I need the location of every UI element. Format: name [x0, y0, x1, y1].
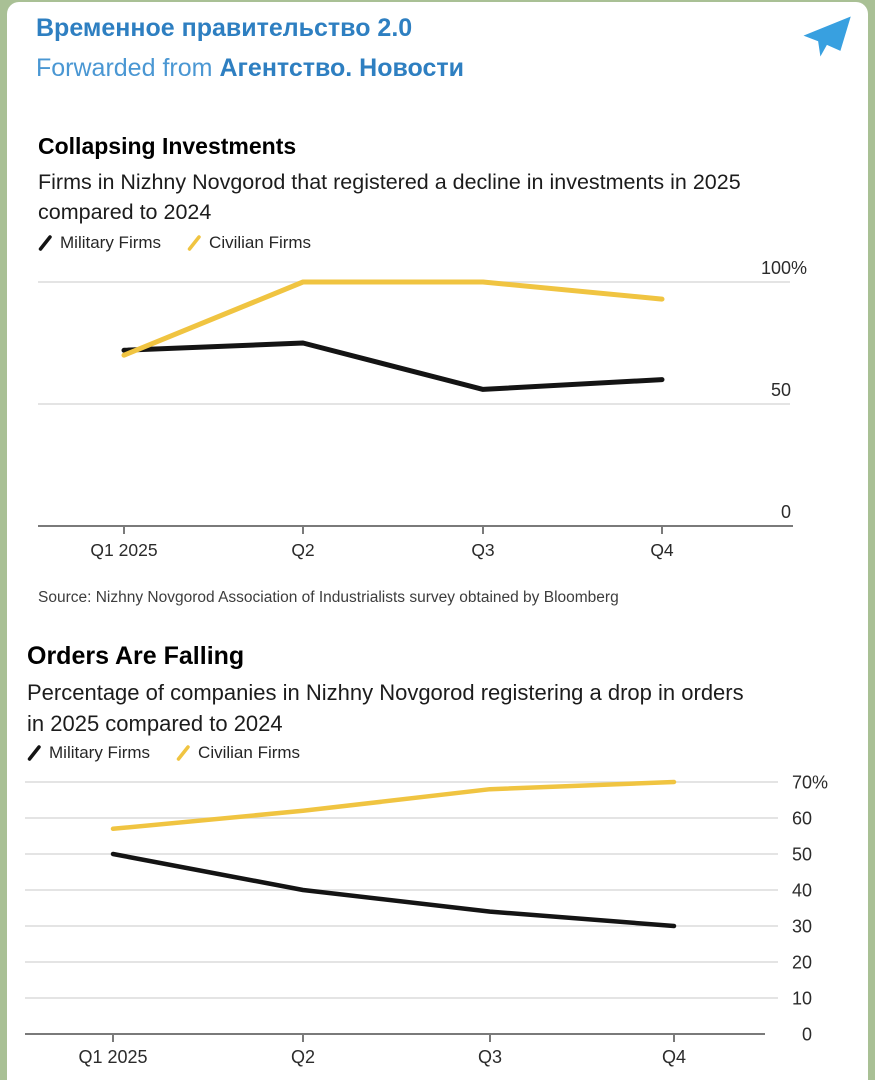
x-label-q1-2025: Q1 2025	[78, 1047, 147, 1067]
y-label-percent-sign: %	[791, 258, 807, 278]
x-label-q3: Q3	[471, 540, 494, 560]
y-label-50: 50	[792, 845, 812, 865]
channel-title[interactable]: Временное правительство 2.0	[36, 14, 413, 42]
y-label-10: 10	[792, 989, 812, 1009]
legend-label-military: Military Firms	[49, 743, 151, 762]
civilian-line-swatch-icon	[187, 235, 201, 251]
telegram-paper-plane-icon	[803, 16, 851, 57]
legend-item-civilian: Civilian Firms	[176, 743, 300, 763]
y-label-40: 40	[792, 881, 812, 901]
chart-plot-orders-are-falling: Q1 2025 Q2 Q3 Q4 70 %60 50 40 30 20 10 0	[25, 773, 828, 1067]
legend-item-military: Military Firms	[38, 233, 161, 253]
legend-label-civilian: Civilian Firms	[198, 743, 301, 762]
y-label-70: 70	[792, 773, 812, 793]
y-label-20: 20	[792, 953, 812, 973]
legend-label-military: Military Firms	[60, 233, 162, 252]
military-firms-line	[121, 340, 665, 392]
x-label-q3: Q3	[478, 1047, 502, 1067]
chart1-title: Collapsing Investments	[38, 133, 297, 159]
legend-item-military: Military Firms	[27, 743, 150, 763]
message-card: Временное правительство 2.0 Forwarded fr…	[7, 2, 868, 1080]
military-firms-line	[110, 851, 677, 929]
civilian-line-swatch-icon	[176, 745, 190, 761]
forwarded-channel[interactable]: Агентство. Новости	[219, 54, 465, 82]
y-label-percent-sign: %	[812, 773, 828, 793]
x-label-q2: Q2	[291, 540, 314, 560]
x-label-q4: Q4	[662, 1047, 686, 1067]
chart1-legend: Military Firms Civilian Firms	[38, 233, 311, 253]
x-label-q1-2025: Q1 2025	[90, 540, 157, 560]
chart2-title: Orders Are Falling	[27, 642, 245, 670]
y-label-50: 50	[771, 380, 791, 400]
civilian-firms-line	[110, 779, 677, 832]
y-label-60: 60	[792, 809, 812, 829]
x-label-q4: Q4	[650, 540, 674, 560]
x-label-q2: Q2	[291, 1047, 315, 1067]
forwarded-prefix: Forwarded from	[36, 54, 213, 82]
chart2-legend: Military Firms Civilian Firms	[27, 743, 300, 763]
chart-plot-collapsing-investments: Q1 2025 Q2 Q3 Q4 100 % 50 0	[38, 258, 807, 560]
legend-label-civilian: Civilian Firms	[209, 233, 312, 252]
y-label-30: 30	[792, 917, 812, 937]
military-line-swatch-icon	[27, 745, 41, 761]
military-line-swatch-icon	[38, 235, 52, 251]
y-label-0: 0	[802, 1025, 812, 1045]
chart1-source: Source: Nizhny Novgorod Association of I…	[38, 589, 619, 606]
legend-item-civilian: Civilian Firms	[187, 233, 311, 253]
forwarded-line: Forwarded from Агентство. Новости	[36, 54, 464, 83]
y-label-0: 0	[781, 502, 791, 522]
chart2-subtitle: Percentage of companies in Nizhny Novgor…	[27, 680, 744, 736]
civilian-firms-line	[121, 279, 665, 358]
y-label-100: 100	[761, 258, 791, 278]
chart1-subtitle: Firms in Nizhny Novgorod that registered…	[38, 170, 741, 224]
